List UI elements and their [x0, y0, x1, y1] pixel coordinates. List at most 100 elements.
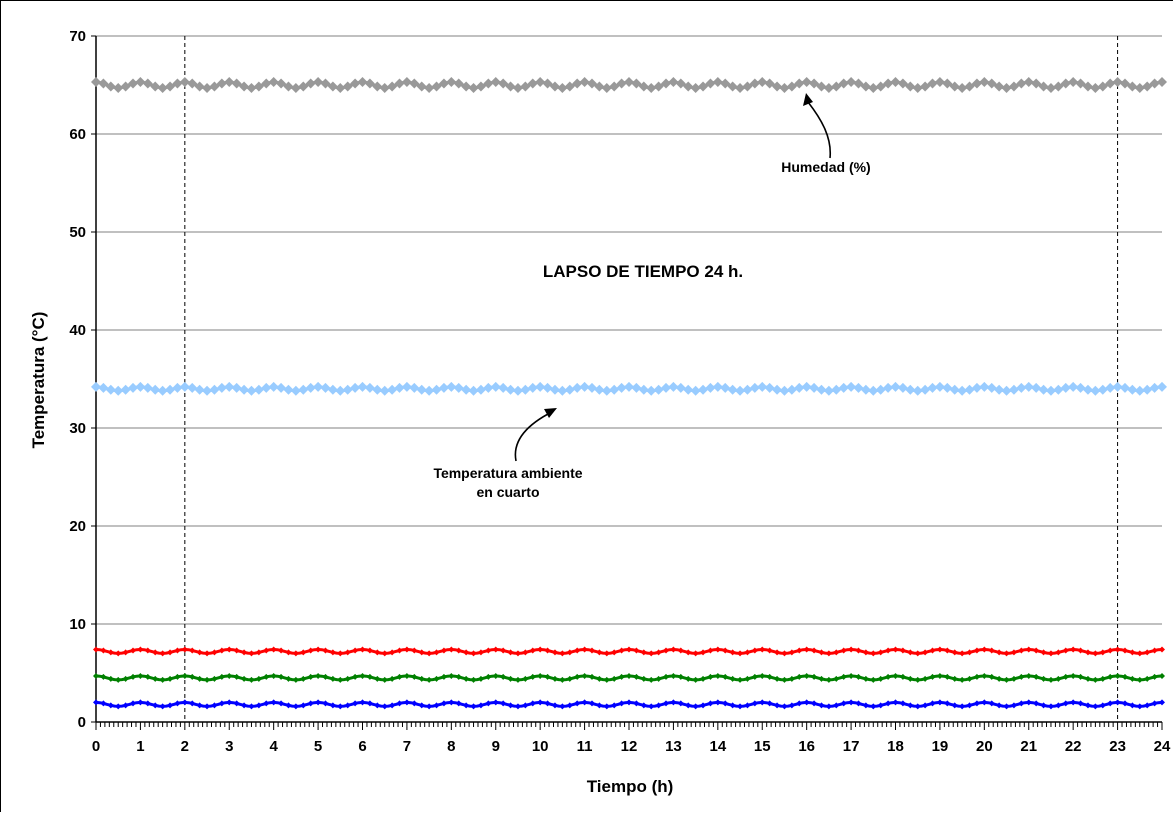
series-3-point	[196, 675, 203, 682]
series-2-point	[137, 646, 144, 653]
y-tick-label-60: 60	[69, 126, 86, 143]
series-2-point	[255, 649, 262, 656]
series-2-point	[1040, 649, 1047, 656]
series-0-point	[616, 78, 627, 89]
series-1-point	[801, 381, 812, 392]
series-0-point	[401, 77, 412, 88]
series-2-point	[714, 646, 721, 653]
series-0-point	[823, 82, 834, 93]
series-0-point	[875, 81, 886, 92]
series-1-point	[905, 384, 916, 395]
series-2-point	[618, 647, 625, 654]
series-3-point	[500, 673, 507, 680]
series-0-point	[461, 81, 472, 92]
series-4-point	[588, 700, 595, 707]
series-3-point	[241, 675, 248, 682]
series-0-point	[1038, 81, 1049, 92]
series-1-point	[98, 382, 109, 393]
series-2-point	[744, 649, 751, 656]
series-0-point	[179, 77, 190, 88]
series-4-point	[307, 700, 314, 707]
lapso-label: LAPSO DE TIEMPO 24 h.	[543, 262, 743, 281]
series-0-point	[91, 77, 101, 88]
x-tick-label-4: 4	[269, 738, 278, 755]
series-0-point	[438, 78, 449, 89]
series-2-point	[529, 647, 536, 654]
series-1-point	[276, 382, 287, 393]
series-4-point	[167, 702, 174, 709]
series-3-point	[870, 676, 877, 683]
series-4-point	[211, 702, 218, 709]
series-1-point	[357, 381, 368, 392]
series-0-point	[1127, 81, 1138, 92]
series-2-point	[774, 649, 781, 656]
series-2-point	[448, 646, 455, 653]
series-3-point	[981, 672, 988, 679]
series-1-point	[772, 384, 783, 395]
series-2-point	[263, 647, 270, 654]
series-1-point	[1045, 385, 1056, 396]
series-1-point	[942, 382, 953, 393]
series-2-point	[981, 646, 988, 653]
series-1-point	[957, 385, 968, 396]
series-1-point	[912, 385, 923, 396]
y-tick-label-70: 70	[69, 28, 86, 45]
series-3-point	[811, 673, 818, 680]
series-2-point	[811, 647, 818, 654]
series-4-point	[529, 700, 536, 707]
series-2-point	[692, 650, 699, 657]
series-2-point	[167, 649, 174, 656]
series-3-point	[322, 673, 329, 680]
series-4-point	[692, 703, 699, 710]
series-3-point	[263, 673, 270, 680]
series-3-point	[204, 676, 211, 683]
series-4-point	[788, 702, 795, 709]
series-0-point	[979, 77, 990, 88]
series-0-point	[1031, 78, 1042, 89]
series-4-point	[655, 702, 662, 709]
series-2-point	[1018, 647, 1025, 654]
series-0-point	[942, 78, 953, 89]
series-4-point	[796, 700, 803, 707]
series-4-point	[285, 702, 292, 709]
series-0-point	[216, 78, 227, 89]
series-0-point	[313, 77, 324, 88]
series-1-point	[920, 384, 931, 395]
series-2-point	[907, 649, 914, 656]
series-0-point	[498, 78, 509, 89]
series-3-point	[278, 673, 285, 680]
series-1-point	[313, 381, 324, 392]
series-0-point	[646, 82, 657, 93]
series-3-point	[255, 675, 262, 682]
series-0-point	[809, 78, 820, 89]
series-4-point	[1099, 702, 1106, 709]
series-0-point	[520, 81, 531, 92]
series-1-point	[1134, 385, 1145, 396]
series-0-point	[1068, 77, 1079, 88]
series-3-point	[951, 675, 958, 682]
series-4-point	[1151, 700, 1158, 707]
series-3-point	[329, 675, 336, 682]
y-tick-label-0: 0	[78, 714, 86, 731]
series-1-point	[616, 382, 627, 393]
humedad-arrow	[807, 101, 832, 159]
humedad-arrowhead	[803, 93, 813, 106]
series-1-point	[868, 385, 879, 396]
series-3-point	[1144, 675, 1151, 682]
series-3-point	[611, 675, 618, 682]
series-2-point	[966, 649, 973, 656]
series-2-point	[122, 649, 129, 656]
series-4-point	[885, 700, 892, 707]
series-3-point	[759, 672, 766, 679]
series-0-point	[224, 77, 235, 88]
series-0-point	[475, 81, 486, 92]
series-1-point	[720, 382, 731, 393]
series-3-point	[899, 673, 906, 680]
series-0-point	[535, 77, 546, 88]
series-0-point	[468, 82, 479, 93]
series-2-point	[211, 649, 218, 656]
series-1-point	[446, 381, 457, 392]
series-1-point	[498, 382, 509, 393]
series-4-point	[263, 700, 270, 707]
series-3-point	[766, 673, 773, 680]
